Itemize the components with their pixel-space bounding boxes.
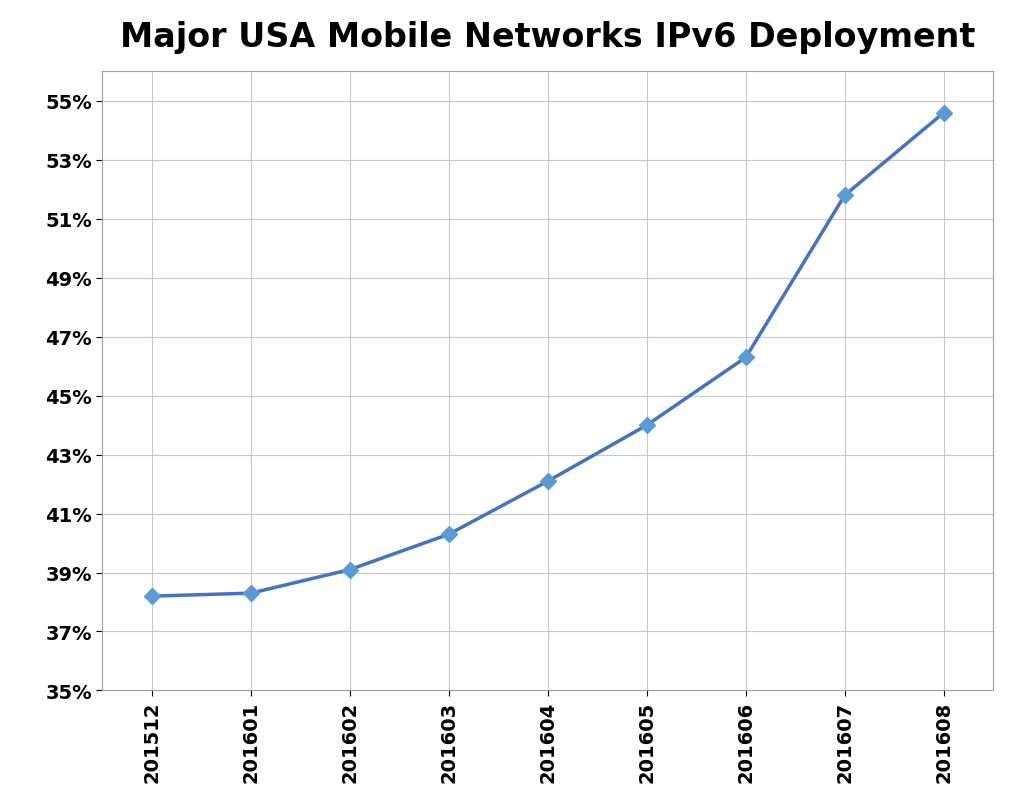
- Title: Major USA Mobile Networks IPv6 Deployment: Major USA Mobile Networks IPv6 Deploymen…: [120, 22, 976, 55]
